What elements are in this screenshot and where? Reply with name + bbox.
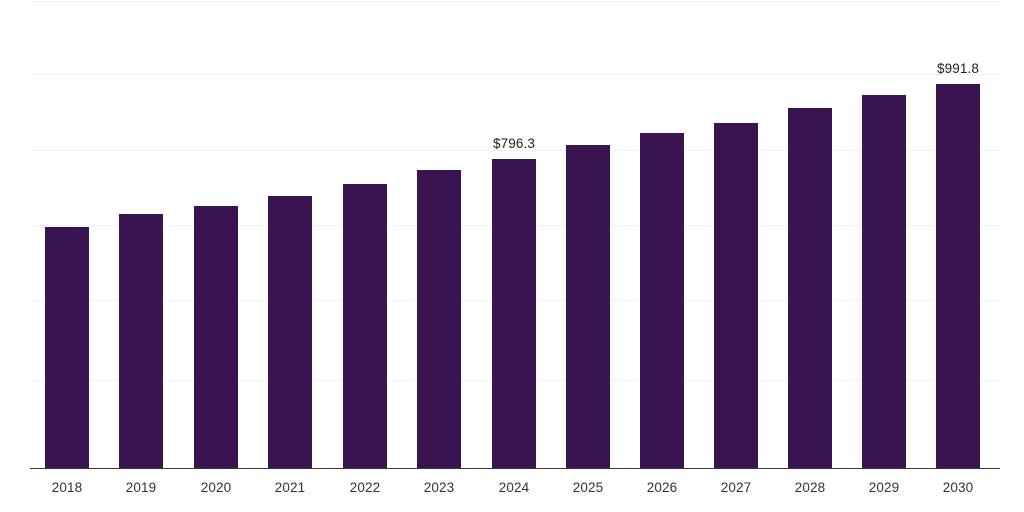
bar-2020[interactable] <box>194 206 238 469</box>
bar-2028[interactable] <box>788 108 832 469</box>
x-tick-label-2022: 2022 <box>349 480 381 495</box>
bar-value-label-2024: $796.3 <box>493 136 535 151</box>
x-tick-label-2028: 2028 <box>794 480 826 495</box>
x-tick-label-2029: 2029 <box>868 480 900 495</box>
x-axis-tick-labels: 2018 2019 2020 2021 2022 2023 2024 2025 2026 2027… <box>0 480 1024 504</box>
bar-group-2024[interactable]: $796.3 <box>492 1 536 469</box>
gridline <box>30 74 1000 75</box>
bar-group-2018[interactable] <box>45 1 89 469</box>
bar-2030[interactable] <box>936 84 980 469</box>
bar-group-2028[interactable] <box>788 1 832 469</box>
x-tick-label-2019: 2019 <box>125 480 157 495</box>
x-tick-label-2025: 2025 <box>572 480 604 495</box>
bar-2019[interactable] <box>119 214 163 469</box>
bar-group-2026[interactable] <box>640 1 684 469</box>
bar-2029[interactable] <box>862 95 906 469</box>
x-tick-label-2023: 2023 <box>423 480 455 495</box>
bar-2018[interactable] <box>45 227 89 469</box>
bar-group-2019[interactable] <box>119 1 163 469</box>
bar-group-2023[interactable] <box>417 1 461 469</box>
x-tick-label-2021: 2021 <box>274 480 306 495</box>
x-axis-line <box>30 468 1000 470</box>
gridline <box>30 150 1000 151</box>
bar-2021[interactable] <box>268 196 312 469</box>
bar-group-2029[interactable] <box>862 1 906 469</box>
bar-2024[interactable] <box>492 159 536 469</box>
bar-2022[interactable] <box>343 184 387 469</box>
plot-area: $796.3 $991.8 <box>45 1 980 469</box>
x-tick-label-2024: 2024 <box>498 480 530 495</box>
x-tick-label-2030: 2030 <box>942 480 974 495</box>
x-tick-label-2018: 2018 <box>51 480 83 495</box>
bar-group-2021[interactable] <box>268 1 312 469</box>
bar-2027[interactable] <box>714 123 758 469</box>
bar-2023[interactable] <box>417 170 461 469</box>
bar-group-2020[interactable] <box>194 1 238 469</box>
bar-group-2027[interactable] <box>714 1 758 469</box>
bar-value-label-2030: $991.8 <box>937 61 979 76</box>
x-tick-label-2026: 2026 <box>646 480 678 495</box>
bar-group-2025[interactable] <box>566 1 610 469</box>
bar-group-2022[interactable] <box>343 1 387 469</box>
bar-2025[interactable] <box>566 145 610 469</box>
bar-group-2030[interactable]: $991.8 <box>936 1 980 469</box>
gridline <box>30 1 1000 2</box>
x-tick-label-2020: 2020 <box>200 480 232 495</box>
bar-2026[interactable] <box>640 133 684 469</box>
x-tick-label-2027: 2027 <box>720 480 752 495</box>
